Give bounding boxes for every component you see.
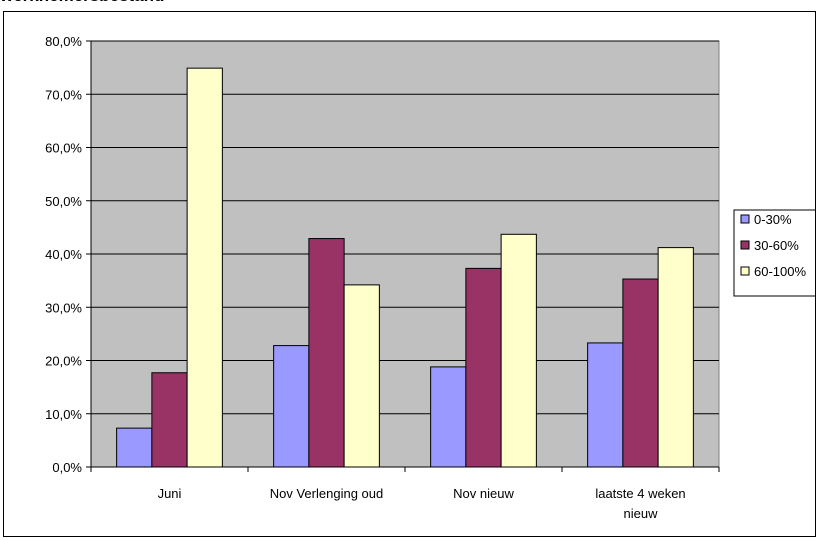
bar-60-100%-laatste 4 weken nieuw — [657, 247, 694, 468]
x-tick-label: Juni — [158, 486, 182, 501]
legend-swatch — [740, 240, 750, 250]
legend-label: 0-30% — [754, 212, 792, 227]
legend — [733, 209, 815, 297]
bar-0-30%-Juni — [116, 427, 153, 468]
x-tick-label: laatste 4 weken nieuw — [595, 486, 685, 521]
bar-30-60%-Nov nieuw — [465, 267, 502, 468]
y-tick-label: 0,0% — [52, 460, 82, 475]
y-tick-label: 40,0% — [45, 247, 82, 262]
legend-swatch — [740, 266, 750, 276]
bar-60-100%-Juni — [186, 67, 223, 468]
bar-0-30%-Nov nieuw — [430, 366, 467, 468]
y-tick-label: 60,0% — [45, 141, 82, 156]
y-tick-label: 50,0% — [45, 194, 82, 209]
chart-area: 0,0% 10,0% 20,0% 30,0% 40,0% 50,0% 60,0% 70,0% 8… — [3, 11, 816, 537]
bar-30-60%-Nov Verlenging oud — [308, 238, 345, 468]
y-tick-label: 10,0% — [45, 407, 82, 422]
page-title: werknemersbestand — [0, 0, 164, 6]
y-tick-label: 30,0% — [45, 300, 82, 315]
y-tick-label: 80,0% — [45, 34, 82, 49]
x-tick-label: Nov nieuw — [453, 486, 514, 501]
bar-30-60%-laatste 4 weken nieuw — [622, 278, 659, 468]
bar-60-100%-Nov nieuw — [500, 233, 537, 468]
x-tick-label: Nov Verlenging oud — [270, 486, 383, 501]
bar-chart: 0,0% 10,0% 20,0% 30,0% 40,0% 50,0% 60,0% 70,0% 8… — [45, 34, 815, 521]
bar-0-30%-Nov Verlenging oud — [273, 345, 310, 468]
y-tick-label: 20,0% — [45, 354, 82, 369]
y-tick-label: 70,0% — [45, 87, 82, 102]
legend-swatch — [740, 214, 750, 224]
bar-30-60%-Juni — [151, 372, 188, 468]
legend-label: 60-100% — [754, 264, 806, 279]
bar-0-30%-laatste 4 weken nieuw — [587, 342, 624, 468]
bar-60-100%-Nov Verlenging oud — [343, 284, 380, 468]
legend-label: 30-60% — [754, 238, 799, 253]
